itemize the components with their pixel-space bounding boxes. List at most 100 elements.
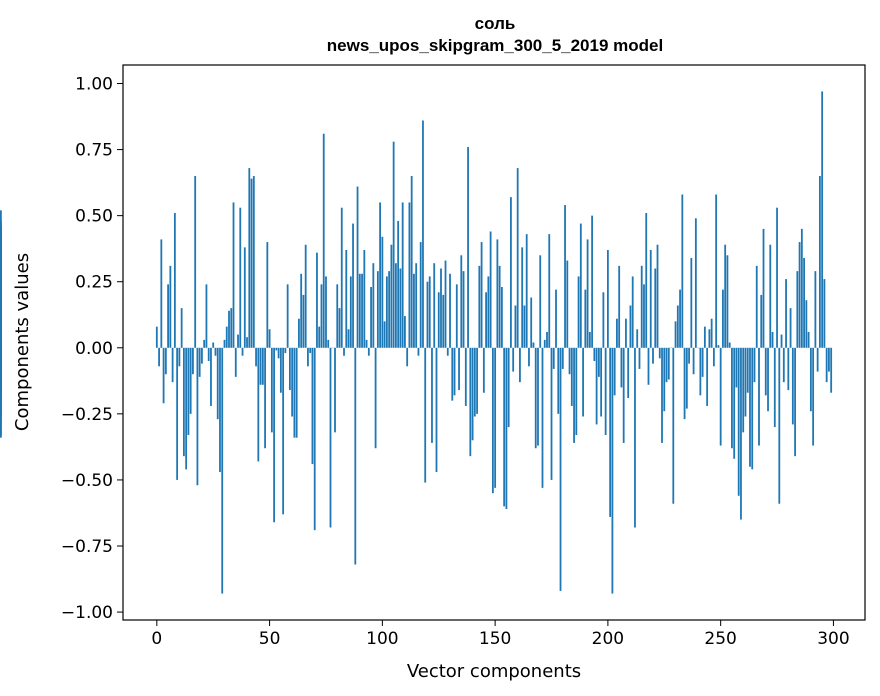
bar bbox=[586, 239, 589, 348]
bar bbox=[577, 276, 580, 348]
bar bbox=[221, 347, 224, 594]
bar bbox=[467, 146, 469, 348]
y-tick-label: −1.00 bbox=[61, 603, 113, 623]
bar bbox=[500, 287, 503, 348]
bar bbox=[304, 244, 307, 348]
bar bbox=[606, 250, 609, 348]
bar bbox=[173, 213, 176, 348]
bar bbox=[634, 347, 636, 528]
bar bbox=[588, 331, 591, 348]
bar bbox=[694, 218, 697, 348]
x-tick-label: 300 bbox=[817, 629, 849, 649]
bar bbox=[618, 265, 621, 348]
bar bbox=[521, 247, 524, 348]
bar bbox=[313, 347, 316, 531]
bar bbox=[755, 265, 758, 348]
bar bbox=[530, 297, 533, 348]
bar bbox=[742, 347, 745, 433]
bar bbox=[340, 207, 343, 348]
bar bbox=[469, 347, 472, 457]
bar bbox=[365, 339, 368, 348]
bar bbox=[422, 120, 424, 348]
bar bbox=[279, 347, 282, 393]
x-axis: 0 50 100 150 200 250 300 bbox=[151, 620, 850, 649]
x-tick-label: 50 bbox=[259, 629, 281, 649]
bar bbox=[767, 347, 769, 412]
y-tick-label: 0.75 bbox=[75, 141, 113, 161]
bar bbox=[575, 347, 578, 435]
bar bbox=[496, 239, 499, 348]
bar bbox=[471, 347, 474, 441]
bar bbox=[636, 329, 639, 348]
bar bbox=[318, 326, 321, 348]
bar bbox=[451, 347, 454, 401]
bar bbox=[649, 250, 652, 348]
bar bbox=[609, 347, 612, 517]
y-tick-label: −0.75 bbox=[61, 537, 113, 557]
bar bbox=[688, 347, 690, 364]
bar bbox=[543, 339, 546, 348]
y-tick-label: 0.25 bbox=[75, 273, 113, 293]
bar bbox=[708, 329, 711, 348]
bar bbox=[584, 289, 587, 348]
bar bbox=[643, 284, 645, 348]
bar bbox=[690, 257, 693, 348]
bar bbox=[476, 347, 478, 414]
bar bbox=[444, 260, 447, 348]
bar bbox=[771, 331, 774, 348]
bar bbox=[654, 268, 657, 348]
bar bbox=[435, 347, 438, 472]
bar bbox=[652, 347, 654, 364]
bar bbox=[419, 242, 422, 348]
bar bbox=[376, 271, 379, 348]
bar bbox=[625, 318, 627, 348]
bar bbox=[225, 326, 228, 348]
bar bbox=[397, 220, 400, 348]
bar bbox=[264, 347, 266, 449]
bar bbox=[706, 347, 709, 406]
bar bbox=[658, 347, 661, 359]
bar bbox=[383, 321, 386, 348]
bar bbox=[356, 186, 359, 348]
bar bbox=[277, 347, 280, 359]
bar bbox=[232, 202, 235, 348]
bar bbox=[205, 284, 208, 348]
bar bbox=[758, 347, 760, 446]
bar bbox=[259, 347, 262, 385]
bar bbox=[616, 318, 618, 348]
y-tick-label: 1.00 bbox=[75, 75, 113, 95]
bar bbox=[640, 265, 643, 348]
bar bbox=[737, 347, 740, 496]
bar bbox=[0, 220, 2, 348]
bar bbox=[762, 228, 765, 348]
bar bbox=[385, 276, 388, 348]
y-tick-label: 0.00 bbox=[75, 339, 113, 359]
bar bbox=[699, 347, 702, 396]
bar bbox=[288, 347, 291, 391]
bar bbox=[579, 223, 582, 348]
bars-group bbox=[0, 91, 833, 594]
bar bbox=[731, 347, 733, 449]
bar bbox=[663, 347, 666, 412]
x-tick-label: 100 bbox=[366, 629, 398, 649]
bar bbox=[550, 347, 553, 480]
plot-frame bbox=[122, 64, 866, 621]
bar bbox=[300, 273, 303, 348]
bar bbox=[248, 168, 251, 348]
bar bbox=[428, 276, 431, 348]
bar bbox=[516, 168, 519, 348]
bar bbox=[189, 347, 192, 414]
bar bbox=[201, 347, 203, 364]
bar bbox=[182, 347, 185, 457]
x-tick-label: 250 bbox=[704, 629, 736, 649]
bar bbox=[455, 284, 458, 348]
bar bbox=[374, 347, 377, 449]
bar bbox=[203, 339, 206, 348]
x-tick-label: 200 bbox=[592, 629, 624, 649]
bar bbox=[656, 244, 659, 348]
bar bbox=[796, 271, 799, 348]
bar bbox=[773, 347, 776, 428]
bar bbox=[210, 347, 212, 406]
bar bbox=[564, 205, 566, 348]
